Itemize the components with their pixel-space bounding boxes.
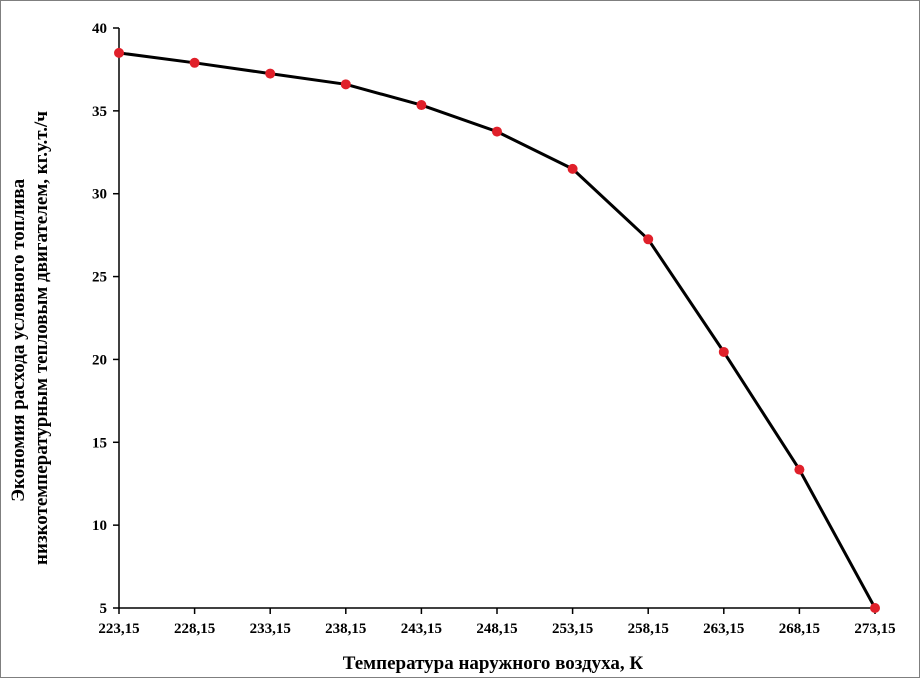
y-tick-label: 35: [92, 104, 107, 120]
data-points: [114, 47, 880, 613]
x-tick-label: 238,15: [325, 621, 366, 637]
x-axis-title: Температура наружного воздуха, К: [343, 653, 644, 674]
data-point: [416, 100, 427, 111]
data-point: [643, 234, 654, 245]
data-point: [340, 79, 351, 90]
y-tick-label: 10: [92, 518, 107, 534]
data-point: [870, 603, 880, 613]
x-tick-label: 243,15: [401, 621, 442, 637]
x-tick-label: 273,15: [854, 621, 895, 637]
data-point: [794, 464, 805, 475]
y-axis-title-line-1: Экономия расхода условного топлива: [8, 178, 29, 501]
x-tick-label: 233,15: [250, 621, 291, 637]
data-point: [265, 68, 276, 79]
axes: [118, 28, 875, 609]
y-tick-label: 30: [92, 187, 107, 203]
x-axis-ticks: 223,15 228,15 233,15 238,15 243,15 248,15 253,…: [98, 608, 896, 637]
y-tick-label: 40: [92, 21, 107, 37]
x-tick-label: 258,15: [628, 621, 669, 637]
y-axis-title: Экономия расхода условного топлива низко…: [8, 111, 52, 565]
x-tick-label: 228,15: [174, 621, 215, 637]
x-tick-label: 248,15: [476, 621, 517, 637]
data-point: [492, 126, 502, 137]
x-tick-label: 268,15: [779, 621, 820, 637]
y-tick-label: 20: [92, 352, 107, 368]
y-tick-label: 5: [100, 601, 108, 617]
y-tick-label: 25: [92, 270, 107, 286]
data-point: [114, 47, 124, 58]
data-point: [718, 346, 729, 357]
x-tick-label: 223,15: [98, 621, 139, 637]
data-point: [189, 57, 200, 68]
y-tick-label: 15: [92, 435, 107, 451]
data-point: [567, 163, 578, 174]
x-tick-label: 253,15: [552, 621, 593, 637]
x-tick-label: 263,15: [703, 621, 744, 637]
y-axis-title-line-2: низкотемпературным тепловым двигателем, …: [31, 111, 52, 565]
y-axis-ticks: 5 10 15 20 25 30 35 40: [92, 21, 119, 617]
